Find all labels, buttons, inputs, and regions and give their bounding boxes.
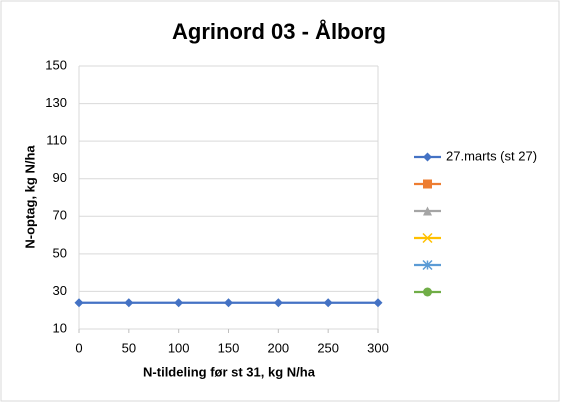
legend-marker [423,206,432,216]
x-axis-label: N-tildeling før st 31, kg N/ha [143,364,316,379]
data-point [124,298,134,308]
legend-marker [423,287,432,297]
x-tick-label: 100 [168,340,190,355]
legend-label: 27.marts (st 27) [446,148,537,163]
chart-title: Agrinord 03 - Ålborg [172,18,386,44]
data-point [224,298,233,308]
y-tick-label: 150 [45,57,67,72]
x-tick-label: 50 [122,340,136,355]
x-tick-label: 150 [218,340,240,355]
legend-marker [422,232,433,244]
x-tick-label: 0 [75,340,82,355]
x-tick-label: 300 [367,340,389,355]
legend-marker [423,152,432,162]
data-point [74,298,84,308]
y-tick-label: 90 [53,170,67,185]
y-tick-label: 130 [45,95,67,110]
y-tick-label: 50 [53,245,67,260]
legend-marker [423,179,432,189]
y-tick-label: 10 [53,320,67,335]
legend-marker [422,259,433,271]
y-axis-label: N-optag, kg N/ha [22,145,37,249]
data-point [273,298,283,308]
y-tick-label: 110 [46,133,67,148]
data-point [174,298,184,308]
data-point [373,298,383,308]
y-tick-label: 70 [53,208,67,223]
x-tick-label: 250 [317,340,339,355]
x-tick-label: 200 [267,340,289,355]
y-tick-label: 30 [53,283,67,298]
data-point [323,298,333,308]
